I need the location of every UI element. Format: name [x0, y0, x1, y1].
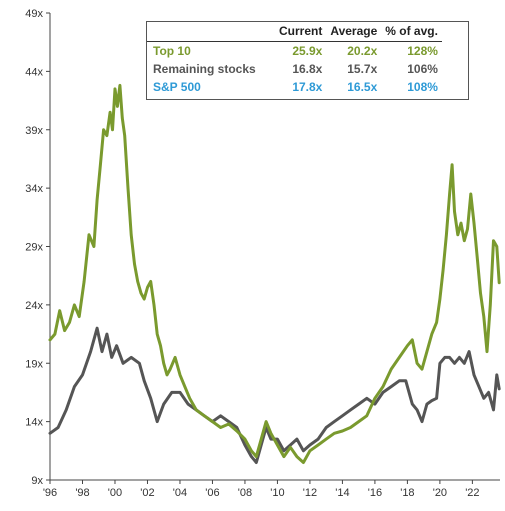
legend-row-remaining: Remaining stocks 16.8x 15.7x 106%	[147, 60, 442, 78]
y-tick-label: 14x	[25, 417, 43, 429]
y-axis-ticks: 9x 14x 19x 24x 29x 34x 39x 44x 49x	[25, 8, 50, 487]
y-tick-label: 19x	[25, 358, 43, 370]
x-tick-label: '06	[205, 487, 219, 499]
y-tick-label: 39x	[25, 125, 43, 137]
legend-row-average: 15.7x	[347, 62, 378, 76]
y-tick-label: 44x	[25, 66, 43, 78]
x-tick-label: '20	[433, 487, 447, 499]
legend-row-name: S&P 500	[153, 80, 201, 94]
legend-header-row: Current Average % of avg.	[147, 22, 442, 42]
x-tick-label: '12	[303, 487, 317, 499]
legend-row-pct: 128%	[407, 44, 438, 58]
x-tick-label: '10	[270, 487, 284, 499]
legend-row-current: 16.8x	[292, 62, 323, 76]
x-tick-label: '08	[238, 487, 252, 499]
x-axis-ticks: '96 '98 '00 '02 '04 '06 '08 '10 '12 '14 '16 '18 '20 '…	[43, 480, 480, 499]
legend-row-sp500: S&P 500 17.8x 16.5x 108%	[147, 78, 442, 96]
legend-row-pct: 108%	[407, 80, 438, 94]
legend-row-pct: 106%	[407, 62, 438, 76]
legend-header-average: Average	[326, 22, 382, 42]
legend-row-name: Top 10	[153, 44, 191, 58]
legend-table: Current Average % of avg. Top 10 25.9x 2…	[147, 22, 442, 96]
y-tick-label: 9x	[31, 475, 43, 487]
legend-row-average: 16.5x	[347, 80, 378, 94]
legend-row-top10: Top 10 25.9x 20.2x 128%	[147, 42, 442, 61]
y-tick-label: 49x	[25, 8, 43, 20]
legend-row-current: 17.8x	[292, 80, 323, 94]
legend-header-current: Current	[275, 22, 327, 42]
x-tick-label: '98	[75, 487, 89, 499]
legend-row-average: 20.2x	[347, 44, 378, 58]
legend-row-current: 25.9x	[292, 44, 323, 58]
y-tick-label: 34x	[25, 183, 43, 195]
legend-header-pct: % of avg.	[381, 22, 442, 42]
y-tick-label: 29x	[25, 242, 43, 254]
legend-table-box: Current Average % of avg. Top 10 25.9x 2…	[146, 21, 469, 100]
legend-header-name	[147, 22, 275, 42]
series-layer	[48, 83, 501, 464]
x-tick-label: '18	[400, 487, 414, 499]
x-tick-label: '00	[108, 487, 122, 499]
x-tick-label: '02	[140, 487, 154, 499]
x-tick-label: '96	[43, 487, 57, 499]
legend-row-name: Remaining stocks	[153, 62, 256, 76]
x-tick-label: '04	[173, 487, 187, 499]
series-line-top-10	[48, 83, 501, 464]
y-tick-label: 24x	[25, 300, 43, 312]
x-tick-label: '16	[368, 487, 382, 499]
x-tick-label: '22	[465, 487, 479, 499]
x-tick-label: '14	[335, 487, 349, 499]
series-line-remaining-stocks	[48, 326, 501, 464]
